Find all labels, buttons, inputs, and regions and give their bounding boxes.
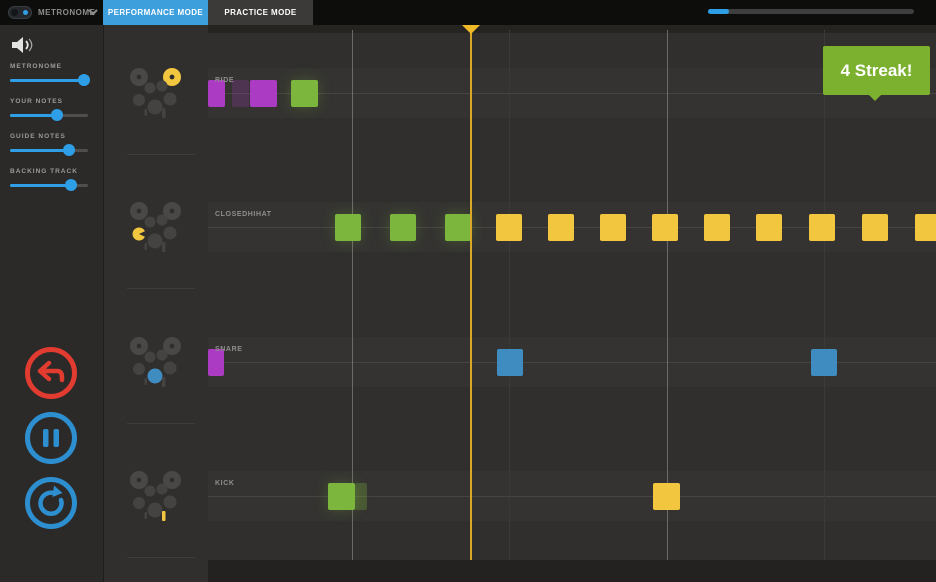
slider-fill-1 <box>10 114 57 117</box>
topbar: METRONOME PERFORMANCE MODE PRACTICE MODE <box>0 0 936 25</box>
grid-bottom-strip <box>104 560 936 582</box>
pause-button[interactable] <box>25 412 77 464</box>
half-barline-3 <box>824 30 825 560</box>
drum-kit-column <box>104 25 208 582</box>
slider-fill-0 <box>10 79 85 82</box>
slider-label-1: YOUR NOTES <box>10 98 63 105</box>
note-closedhihat-2 <box>445 213 471 241</box>
note-ride-0 <box>208 79 225 107</box>
note-ride-2 <box>250 79 277 107</box>
note-grid: RIDE CLOSEDHIHAT SNARE KICK 4 Streak! <box>0 25 936 582</box>
lane-line-0 <box>208 93 936 94</box>
lane-line-2 <box>208 362 936 363</box>
tab-practice-mode[interactable]: PRACTICE MODE <box>208 0 313 25</box>
lane-label-3: KICK <box>215 480 235 487</box>
drum-kit-icon-ride <box>125 63 195 126</box>
note-closedhihat-5 <box>600 213 626 241</box>
note-closedhihat-9 <box>809 213 835 241</box>
lane-divider-3 <box>127 557 195 558</box>
slider-fill-2 <box>10 149 69 152</box>
slider-label-3: BACKING TRACK <box>10 168 78 175</box>
mode-tabs: PERFORMANCE MODE PRACTICE MODE <box>103 0 313 25</box>
note-closedhihat-7 <box>704 213 730 241</box>
note-closedhihat-1 <box>390 213 416 241</box>
song-progress-bar[interactable] <box>708 9 914 14</box>
note-snare-1 <box>497 348 523 376</box>
slider-track-2[interactable] <box>10 144 88 156</box>
note-closedhihat-0 <box>335 213 361 241</box>
slider-track-1[interactable] <box>10 109 88 121</box>
toggle-on-indicator <box>23 10 28 15</box>
playhead-marker-icon <box>462 25 480 34</box>
chevron-down-icon[interactable] <box>88 9 98 16</box>
toggle-knob <box>11 9 18 16</box>
restart-button[interactable] <box>25 477 77 529</box>
lane-label-0: RIDE <box>215 77 235 84</box>
note-ride-1 <box>232 79 249 107</box>
column-divider <box>103 25 104 582</box>
playhead-line <box>470 30 472 560</box>
metronome-control[interactable]: METRONOME <box>0 0 103 25</box>
note-closedhihat-4 <box>548 213 574 241</box>
slider-track-0[interactable] <box>10 74 91 86</box>
streak-badge: 4 Streak! <box>823 46 930 101</box>
metronome-dropdown-label: METRONOME <box>38 8 96 17</box>
slider-knob-3[interactable] <box>64 179 77 191</box>
back-arrow-icon <box>37 360 65 383</box>
lane-divider-0 <box>127 154 195 155</box>
slider-track-3[interactable] <box>10 179 88 191</box>
drum-kit-icon-snare <box>125 332 195 395</box>
note-ride-3 <box>291 79 318 107</box>
slider-knob-2[interactable] <box>62 144 75 156</box>
note-snare-2 <box>811 348 837 376</box>
lane-label-2: SNARE <box>215 346 243 353</box>
streak-label: 4 Streak! <box>840 60 913 80</box>
restart-icon <box>38 485 64 516</box>
back-button[interactable] <box>25 347 77 399</box>
note-closedhihat-3 <box>496 213 522 241</box>
slider-knob-0[interactable] <box>78 74 91 86</box>
metronome-toggle[interactable] <box>8 6 32 19</box>
pause-icon <box>43 429 59 447</box>
lane-divider-2 <box>127 423 195 424</box>
half-barline-1 <box>509 30 510 560</box>
note-kick-2 <box>653 482 680 510</box>
sidebar: METRONOME YOUR NOTES GUIDE NOTES BACKING TR… <box>0 25 103 582</box>
speaker-icon[interactable] <box>10 33 36 57</box>
note-closedhihat-11 <box>915 213 936 241</box>
note-closedhihat-10 <box>862 213 888 241</box>
slider-label-2: GUIDE NOTES <box>10 133 66 140</box>
drum-kit-icon-hihat <box>125 197 195 260</box>
note-closedhihat-6 <box>652 213 678 241</box>
tab-performance-mode[interactable]: PERFORMANCE MODE <box>103 0 208 25</box>
note-closedhihat-8 <box>756 213 782 241</box>
lane-line-3 <box>208 496 936 497</box>
note-kick-1 <box>355 482 367 510</box>
slider-label-0: METRONOME <box>10 63 62 70</box>
barline-0 <box>352 30 353 560</box>
lane-label-1: CLOSEDHIHAT <box>215 211 272 218</box>
slider-knob-1[interactable] <box>50 109 63 121</box>
streak-badge-tail <box>869 95 881 101</box>
barline-2 <box>667 30 668 560</box>
grid-top-strip <box>104 25 936 33</box>
slider-fill-3 <box>10 184 71 187</box>
drum-kit-icon-kick <box>125 466 195 529</box>
song-progress-fill <box>708 9 729 14</box>
note-snare-0 <box>208 348 224 376</box>
note-kick-0 <box>328 482 355 510</box>
lane-divider-1 <box>127 288 195 289</box>
